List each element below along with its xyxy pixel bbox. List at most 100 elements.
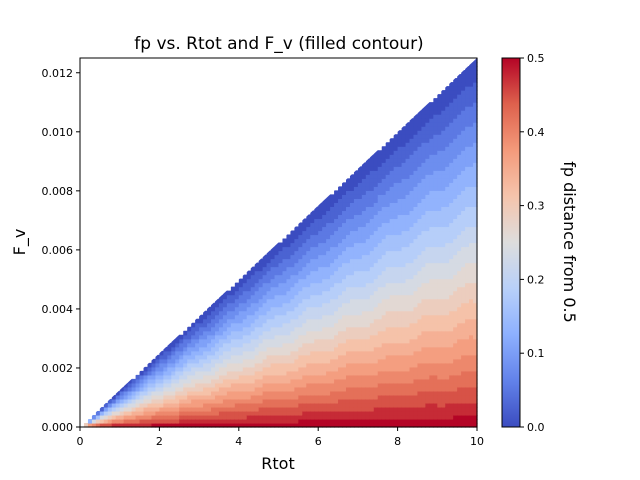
- contour-cell: [139, 374, 145, 380]
- contour-cell: [183, 330, 188, 336]
- contour-cell: [397, 382, 403, 388]
- contour-cell: [222, 378, 228, 384]
- contour-cell: [207, 330, 212, 336]
- contour-cell: [151, 362, 157, 368]
- contour-cell: [373, 198, 379, 203]
- contour-cell: [290, 258, 295, 264]
- contour-cell: [238, 310, 244, 316]
- contour-cell: [425, 410, 430, 416]
- contour-cell: [211, 322, 216, 328]
- contour-cell: [330, 214, 335, 220]
- contour-cell: [298, 362, 303, 368]
- contour-cell: [461, 142, 466, 147]
- contour-cell: [274, 314, 280, 320]
- contour-cell: [167, 422, 172, 428]
- contour-cell: [361, 386, 367, 392]
- contour-cell: [465, 186, 470, 191]
- contour-cell: [421, 382, 426, 388]
- contour-cell: [369, 326, 375, 332]
- contour-cell: [389, 178, 395, 183]
- contour-cell: [242, 378, 248, 384]
- contour-cell: [179, 358, 184, 364]
- contour-cell: [230, 314, 236, 320]
- contour-cell: [338, 234, 343, 240]
- contour-cell: [453, 178, 458, 183]
- contour-cell: [425, 354, 430, 360]
- contour-cell: [326, 270, 331, 276]
- contour-cell: [469, 354, 474, 360]
- contour-cell: [290, 370, 295, 376]
- contour-cell: [322, 210, 327, 216]
- contour-cell: [461, 326, 466, 332]
- contour-cell: [326, 238, 331, 244]
- contour-cell: [345, 350, 351, 356]
- contour-cell: [326, 198, 331, 203]
- contour-cell: [365, 166, 371, 171]
- contour-cell: [238, 398, 244, 404]
- contour-cell: [401, 318, 407, 324]
- contour-cell: [473, 214, 478, 220]
- contour-cell: [445, 326, 450, 332]
- contour-cell: [310, 282, 315, 288]
- contour-cell: [361, 422, 367, 428]
- contour-cell: [385, 294, 391, 300]
- contour-cell: [457, 138, 462, 143]
- contour-cell: [457, 262, 462, 268]
- contour-cell: [361, 246, 367, 252]
- contour-cell: [397, 162, 403, 167]
- contour-cell: [457, 310, 462, 316]
- contour-cell: [469, 322, 474, 328]
- contour-cell: [238, 318, 244, 324]
- contour-cell: [330, 310, 335, 316]
- contour-cell: [334, 306, 339, 312]
- contour-cell: [353, 374, 359, 380]
- contour-cell: [302, 246, 307, 252]
- contour-cell: [429, 298, 434, 304]
- contour-cell: [218, 370, 224, 376]
- contour-cell: [222, 418, 228, 424]
- contour-cell: [334, 278, 339, 284]
- contour-cell: [365, 230, 371, 236]
- contour-cell: [429, 150, 434, 155]
- contour-cell: [365, 422, 371, 428]
- contour-cell: [389, 398, 395, 404]
- contour-cell: [453, 170, 458, 175]
- contour-cell: [409, 150, 415, 155]
- contour-cell: [469, 158, 474, 163]
- contour-cell: [405, 226, 411, 232]
- contour-cell: [357, 322, 363, 328]
- contour-cell: [242, 274, 248, 280]
- contour-cell: [397, 250, 403, 256]
- contour-cell: [413, 234, 419, 240]
- contour-cell: [421, 182, 426, 187]
- contour-cell: [373, 374, 379, 380]
- contour-cell: [115, 394, 121, 400]
- contour-cell: [417, 150, 423, 155]
- contour-cell: [421, 126, 426, 131]
- contour-cell: [369, 386, 375, 392]
- contour-cell: [369, 282, 375, 288]
- contour-cell: [465, 178, 470, 183]
- contour-cell: [230, 386, 236, 392]
- contour-cell: [342, 222, 347, 228]
- contour-cell: [441, 350, 446, 356]
- contour-cell: [469, 338, 474, 344]
- contour-cell: [373, 418, 379, 424]
- contour-cell: [330, 278, 335, 284]
- contour-cell: [461, 394, 466, 400]
- contour-cell: [282, 342, 288, 348]
- contour-cell: [338, 242, 343, 248]
- contour-cell: [326, 414, 331, 420]
- contour-cell: [369, 318, 375, 324]
- contour-cell: [334, 326, 339, 332]
- contour-cell: [361, 294, 367, 300]
- contour-cell: [246, 422, 252, 428]
- contour-cell: [226, 374, 232, 380]
- contour-cell: [334, 234, 339, 240]
- contour-cell: [230, 394, 236, 400]
- contour-cell: [433, 406, 438, 412]
- contour-cell: [401, 314, 407, 320]
- y-tick-label: 0.000: [42, 421, 74, 434]
- contour-cell: [445, 366, 450, 372]
- contour-cell: [449, 202, 454, 207]
